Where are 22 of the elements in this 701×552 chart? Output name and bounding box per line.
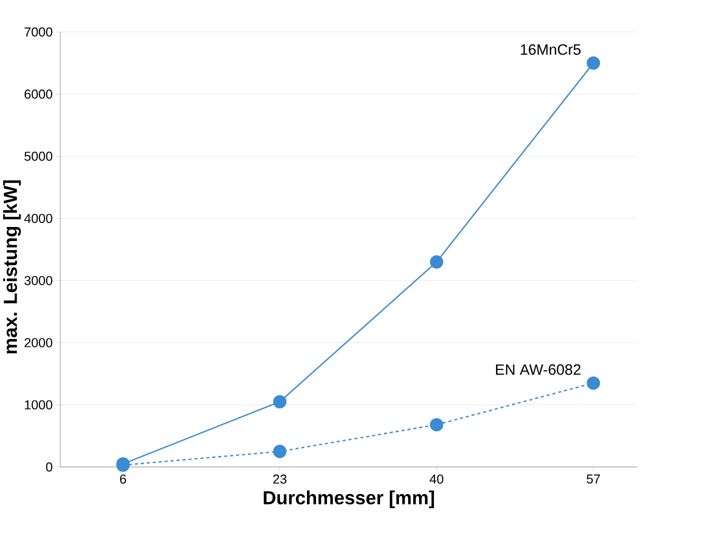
x-tick-label: 6 — [120, 474, 126, 484]
x-tick-label: 57 — [586, 474, 600, 484]
y-tick-label: 7000 — [24, 27, 52, 37]
point — [273, 444, 286, 458]
series-label: 16MnCr5 — [520, 44, 581, 55]
y-tick-label: 4000 — [24, 214, 52, 223]
y-tick-label: 5000 — [24, 152, 52, 161]
y-tick-label: 1000 — [24, 400, 52, 410]
x-tick-label: 40 — [430, 474, 444, 484]
y-tick-label: 2000 — [24, 338, 52, 348]
y-tick-label: 0 — [46, 462, 52, 472]
point — [586, 56, 600, 70]
point — [430, 255, 444, 269]
x-axis-title: Durchmesser [mm] — [264, 490, 434, 508]
point — [430, 418, 444, 432]
y-tick-label: 3000 — [24, 276, 52, 286]
x-tick-label: 23 — [273, 474, 286, 484]
point — [586, 376, 600, 390]
series-label: EN AW-6082 — [496, 364, 580, 375]
point — [273, 395, 286, 408]
y-tick-label: 6000 — [24, 90, 52, 99]
y-axis-title: max. Leistung [kW] — [3, 180, 21, 354]
